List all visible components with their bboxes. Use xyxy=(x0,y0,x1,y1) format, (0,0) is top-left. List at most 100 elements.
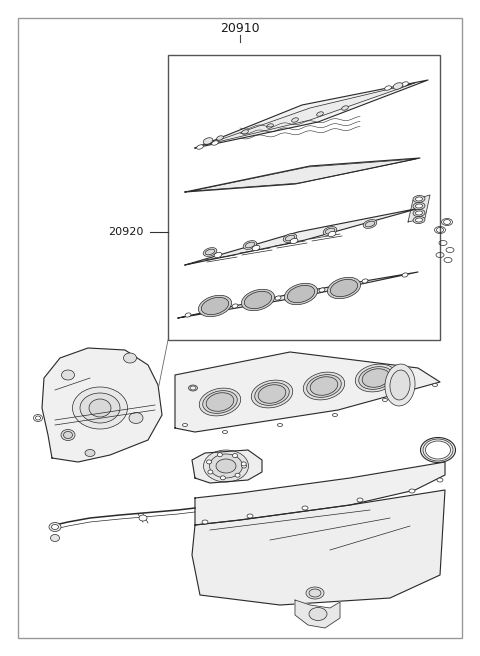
Ellipse shape xyxy=(333,413,337,417)
Ellipse shape xyxy=(217,453,222,457)
Ellipse shape xyxy=(51,525,59,529)
Ellipse shape xyxy=(363,220,377,228)
Ellipse shape xyxy=(139,515,147,521)
Ellipse shape xyxy=(185,313,191,317)
Ellipse shape xyxy=(241,130,248,134)
Ellipse shape xyxy=(202,520,208,524)
Ellipse shape xyxy=(306,587,324,599)
Polygon shape xyxy=(185,158,420,192)
Ellipse shape xyxy=(328,232,336,237)
Ellipse shape xyxy=(413,216,425,224)
Polygon shape xyxy=(178,272,418,318)
Polygon shape xyxy=(192,490,445,605)
Ellipse shape xyxy=(359,367,393,390)
Ellipse shape xyxy=(129,413,143,424)
Ellipse shape xyxy=(342,106,348,110)
Ellipse shape xyxy=(283,234,297,242)
Ellipse shape xyxy=(241,462,246,466)
Polygon shape xyxy=(195,80,428,148)
Ellipse shape xyxy=(203,138,213,144)
Ellipse shape xyxy=(357,498,363,502)
Ellipse shape xyxy=(402,273,408,277)
Ellipse shape xyxy=(416,204,422,208)
Ellipse shape xyxy=(85,449,95,457)
Ellipse shape xyxy=(241,464,247,468)
Polygon shape xyxy=(295,600,340,628)
Ellipse shape xyxy=(288,285,314,302)
Ellipse shape xyxy=(432,384,437,386)
Ellipse shape xyxy=(216,459,236,473)
Ellipse shape xyxy=(202,297,228,315)
Polygon shape xyxy=(185,208,420,265)
Ellipse shape xyxy=(330,279,358,297)
Ellipse shape xyxy=(212,141,218,145)
Ellipse shape xyxy=(425,441,451,459)
Ellipse shape xyxy=(72,387,128,429)
Polygon shape xyxy=(408,195,430,222)
Ellipse shape xyxy=(413,203,425,209)
Ellipse shape xyxy=(307,375,341,398)
Ellipse shape xyxy=(303,372,345,400)
Ellipse shape xyxy=(232,304,238,308)
Ellipse shape xyxy=(362,369,390,387)
Ellipse shape xyxy=(309,607,327,621)
Ellipse shape xyxy=(255,382,289,405)
Ellipse shape xyxy=(205,249,215,255)
Polygon shape xyxy=(205,83,415,145)
Ellipse shape xyxy=(89,399,111,417)
Ellipse shape xyxy=(258,384,286,403)
Ellipse shape xyxy=(285,283,318,304)
Ellipse shape xyxy=(390,370,410,400)
Bar xyxy=(168,55,440,340)
Ellipse shape xyxy=(402,82,408,86)
Ellipse shape xyxy=(292,118,299,122)
Polygon shape xyxy=(42,348,162,462)
Ellipse shape xyxy=(206,460,212,464)
Ellipse shape xyxy=(61,370,74,380)
Ellipse shape xyxy=(243,241,257,249)
Ellipse shape xyxy=(416,197,422,201)
Ellipse shape xyxy=(49,522,61,531)
Ellipse shape xyxy=(123,353,136,363)
Text: 20910: 20910 xyxy=(220,22,260,35)
Polygon shape xyxy=(192,450,262,483)
Ellipse shape xyxy=(63,432,72,438)
Ellipse shape xyxy=(413,209,425,216)
Ellipse shape xyxy=(325,228,335,234)
Ellipse shape xyxy=(199,388,241,416)
Ellipse shape xyxy=(317,112,324,116)
Ellipse shape xyxy=(209,454,242,478)
Ellipse shape xyxy=(319,288,325,292)
Ellipse shape xyxy=(267,124,273,128)
Polygon shape xyxy=(175,352,440,432)
Ellipse shape xyxy=(420,438,456,462)
Ellipse shape xyxy=(302,506,308,510)
Ellipse shape xyxy=(393,83,403,89)
Ellipse shape xyxy=(385,364,415,406)
Ellipse shape xyxy=(365,221,375,227)
Ellipse shape xyxy=(416,211,422,215)
Ellipse shape xyxy=(252,245,260,251)
Ellipse shape xyxy=(61,430,75,440)
Ellipse shape xyxy=(383,398,387,401)
Ellipse shape xyxy=(413,195,425,203)
Ellipse shape xyxy=(362,279,368,283)
Ellipse shape xyxy=(245,242,255,248)
Ellipse shape xyxy=(50,535,60,541)
Ellipse shape xyxy=(241,289,275,311)
Ellipse shape xyxy=(323,226,337,236)
Ellipse shape xyxy=(437,478,443,482)
Ellipse shape xyxy=(223,430,228,434)
Ellipse shape xyxy=(197,145,204,149)
Ellipse shape xyxy=(244,291,272,308)
Ellipse shape xyxy=(214,253,222,258)
Text: 20920: 20920 xyxy=(108,227,144,237)
Ellipse shape xyxy=(310,377,338,396)
Ellipse shape xyxy=(203,247,217,256)
Ellipse shape xyxy=(203,390,237,413)
Ellipse shape xyxy=(355,364,397,392)
Ellipse shape xyxy=(206,393,234,411)
Ellipse shape xyxy=(285,235,295,241)
Ellipse shape xyxy=(309,589,321,597)
Ellipse shape xyxy=(182,424,188,426)
